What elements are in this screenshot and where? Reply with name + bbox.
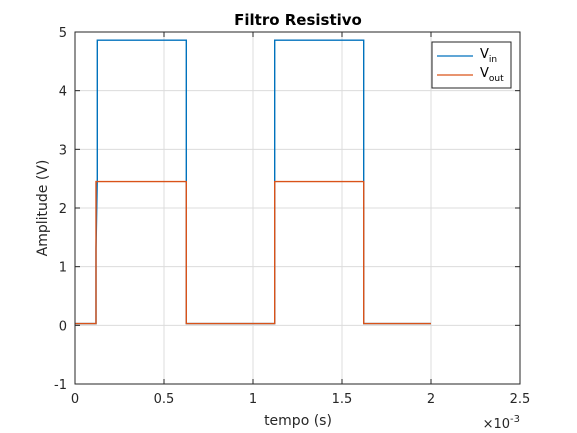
y-tick-label: 2 bbox=[59, 202, 67, 217]
legend-label-vout-sub: out bbox=[489, 74, 504, 84]
chart-title: Filtro Resistivo bbox=[234, 11, 362, 29]
x-tick-label: 1 bbox=[249, 392, 257, 407]
y-tick-label: 4 bbox=[59, 85, 67, 100]
x-axis-label: tempo (s) bbox=[264, 413, 332, 429]
x-tick-label: 2.5 bbox=[510, 392, 531, 407]
y-tick-label: 1 bbox=[59, 261, 67, 276]
x-tick-label: 0 bbox=[71, 392, 79, 407]
legend-box bbox=[431, 41, 512, 89]
x-exponent-power: -3 bbox=[510, 414, 520, 425]
tick-labels: 0 0.5 1 1.5 2 2.5 -1 0 1 2 3 4 5 bbox=[54, 26, 530, 407]
y-tick-label: 5 bbox=[59, 26, 67, 41]
legend-label-vout-base: V bbox=[480, 66, 489, 81]
legend-label-vin: Vin bbox=[480, 47, 497, 65]
legend-label-vin-sub: in bbox=[489, 55, 497, 65]
series-group bbox=[75, 39, 431, 325]
x-exponent-base: ×10 bbox=[483, 417, 510, 432]
legend: Vin Vout bbox=[431, 41, 512, 89]
series-line-vout bbox=[75, 180, 431, 325]
y-tick-label: 0 bbox=[59, 319, 67, 334]
y-tick-label: 3 bbox=[59, 143, 67, 158]
legend-label-vin-base: V bbox=[480, 47, 489, 62]
legend-label-vout: Vout bbox=[480, 66, 504, 84]
y-axis-label: Amplitude (V) bbox=[35, 160, 51, 257]
x-tick-label: 0.5 bbox=[154, 392, 175, 407]
x-exponent-label: ×10-3 bbox=[483, 414, 520, 432]
y-tick-label: -1 bbox=[54, 378, 67, 393]
x-tick-label: 2 bbox=[427, 392, 435, 407]
ticks bbox=[74, 31, 521, 385]
x-tick-label: 1.5 bbox=[332, 392, 353, 407]
